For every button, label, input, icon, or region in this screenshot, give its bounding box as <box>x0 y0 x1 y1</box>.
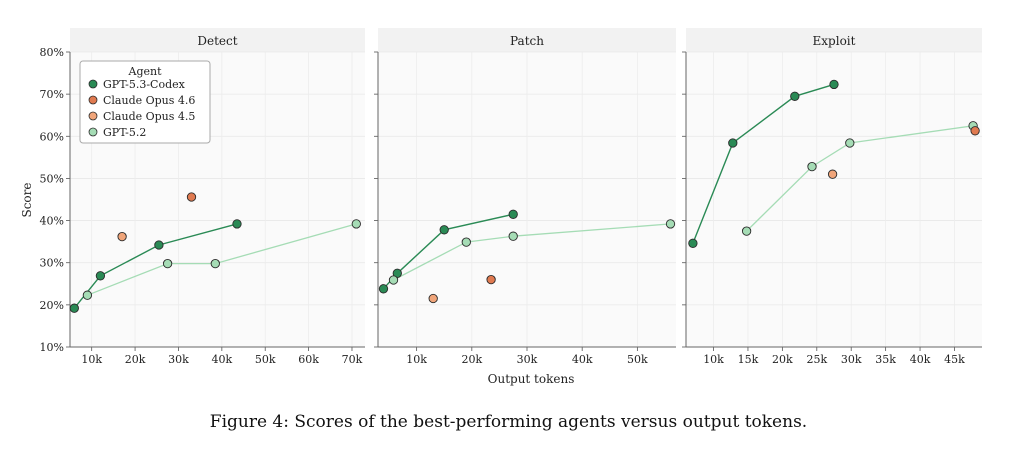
x-tick-label: 40k <box>910 353 931 366</box>
y-axis-label: Score <box>20 182 34 217</box>
data-point-gpt-5-3-codex <box>95 271 106 281</box>
legend-entry: Claude Opus 4.5 <box>103 110 195 123</box>
series-line-gpt-5-2 <box>87 223 357 296</box>
data-point-gpt-5-2 <box>388 275 399 285</box>
x-tick-label: 40k <box>572 353 593 366</box>
y-tick-label: 40% <box>40 215 64 228</box>
data-point-claude-opus-4-5 <box>428 293 438 304</box>
data-point-gpt-5-2 <box>162 258 173 269</box>
x-tick-label: 10k <box>81 353 102 366</box>
data-point-gpt-5-2 <box>508 231 518 241</box>
data-point-gpt-5-3-codex <box>728 138 738 148</box>
data-point-gpt-5-3-codex <box>508 209 518 219</box>
data-point-gpt-5-2 <box>807 161 817 172</box>
figure-caption: Figure 4: Scores of the best-performing … <box>209 412 808 432</box>
panel-exploit: Exploit 10k 15k 20k 25k 30k 35k 40k 45k <box>682 28 982 366</box>
data-point-gpt-5-2 <box>351 219 361 229</box>
legend-marker <box>88 127 98 137</box>
data-point-gpt-5-3-codex <box>439 225 449 235</box>
data-point-claude-opus-4-6 <box>970 126 980 136</box>
x-tick-label: 20k <box>125 353 146 366</box>
y-tick-label: 70% <box>40 88 64 101</box>
x-tick-label: 45k <box>944 353 965 366</box>
legend-entry: Claude Opus 4.6 <box>103 94 195 107</box>
x-tick-label: 50k <box>255 353 276 366</box>
y-tick-label: 10% <box>40 341 64 354</box>
series-line-gpt-5-2 <box>746 125 974 232</box>
panel-patch: Patch 10k 20k 30k 40k 50k <box>374 28 676 366</box>
legend-entry: GPT-5.2 <box>103 126 146 139</box>
x-tick-label: 30k <box>168 353 189 366</box>
x-tick-label: 30k <box>841 353 862 366</box>
panel-title-strip <box>686 28 982 52</box>
y-tick-label: 60% <box>40 130 64 143</box>
y-tick-label: 50% <box>40 172 64 185</box>
x-axis-label: Output tokens <box>488 372 575 386</box>
x-tick-label: 15k <box>738 353 759 366</box>
y-tick-label: 20% <box>40 299 64 312</box>
panel-title: Detect <box>197 34 237 48</box>
data-point-gpt-5-2 <box>741 226 752 236</box>
legend-marker <box>88 79 98 89</box>
x-tick-label: 20k <box>461 353 482 366</box>
data-point-claude-opus-4-6 <box>486 274 496 285</box>
panel-title-strip <box>70 28 365 52</box>
data-point-gpt-5-3-codex <box>688 238 698 248</box>
data-point-gpt-5-3-codex <box>829 79 839 90</box>
data-point-gpt-5-2 <box>845 138 855 148</box>
x-tick-label: 70k <box>342 353 363 366</box>
chart-svg: Detect 10% 20% 30% 40% 50% 60% 70% 80% 10k 20k 30k 4… <box>20 28 982 386</box>
data-point-gpt-5-3-codex <box>154 240 164 250</box>
x-tick-label: 35k <box>875 353 896 366</box>
x-tick-label: 20k <box>772 353 793 366</box>
data-point-claude-opus-4-6 <box>186 192 197 202</box>
data-point-gpt-5-3-codex <box>69 303 79 313</box>
x-tick-label: 30k <box>517 353 538 366</box>
data-point-gpt-5-2 <box>82 290 93 300</box>
y-tick-label: 30% <box>40 257 64 270</box>
data-point-gpt-5-2 <box>210 258 220 269</box>
data-point-claude-opus-4-5 <box>117 231 127 242</box>
data-point-gpt-5-3-codex <box>378 284 389 294</box>
panel-title-strip <box>378 28 676 52</box>
x-tick-label: 50k <box>627 353 648 366</box>
x-tick-label: 10k <box>406 353 427 366</box>
x-tick-label: 40k <box>212 353 233 366</box>
panel-title: Patch <box>510 34 544 48</box>
panel-title: Exploit <box>813 34 856 48</box>
data-point-claude-opus-4-5 <box>827 169 838 179</box>
series-line-gpt-5-2 <box>393 223 671 281</box>
data-point-gpt-5-2 <box>461 237 471 247</box>
data-point-gpt-5-3-codex <box>232 219 242 229</box>
x-tick-label: 10k <box>703 353 724 366</box>
x-tick-label: 25k <box>806 353 827 366</box>
legend-box <box>79 60 211 144</box>
data-point-gpt-5-3-codex <box>790 91 800 101</box>
plot-area <box>686 52 982 347</box>
series-line-gpt-5-3-codex <box>692 83 835 244</box>
y-tick-label: 80% <box>40 46 64 59</box>
legend-title: Agent <box>128 65 163 78</box>
x-tick-label: 60k <box>298 353 319 366</box>
legend-marker <box>88 95 98 105</box>
legend-marker <box>88 111 98 121</box>
legend-entry: GPT-5.3-Codex <box>103 78 186 91</box>
data-point-gpt-5-2 <box>665 219 676 229</box>
